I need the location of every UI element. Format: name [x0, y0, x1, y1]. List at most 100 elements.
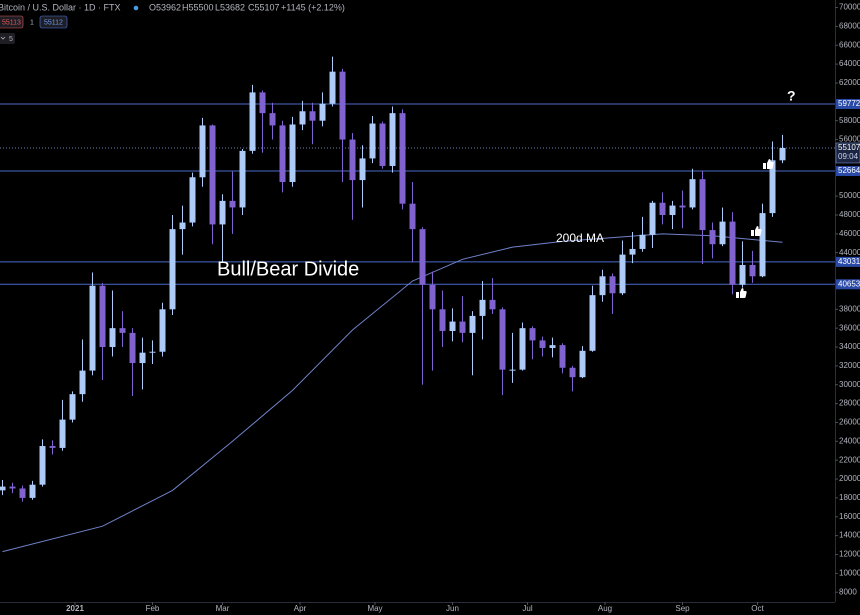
- indicator-count: 5: [9, 36, 13, 43]
- candle-body: [439, 309, 446, 331]
- candle-body: [99, 285, 106, 348]
- bid: 55113: [2, 19, 21, 26]
- ohlc-close: C55107: [248, 2, 280, 12]
- y-tick-label: 58000: [839, 116, 860, 125]
- candle-body: [89, 285, 96, 371]
- candle-body: [699, 179, 706, 231]
- y-tick-label: 48000: [839, 210, 860, 219]
- x-tick-label: Apr: [294, 604, 307, 613]
- candle-body: [749, 264, 756, 277]
- candle-body: [299, 111, 306, 125]
- candle-body: [19, 488, 26, 498]
- candle-body: [189, 177, 196, 223]
- y-tick-label: 62000: [839, 78, 860, 87]
- candle-body: [259, 92, 266, 114]
- bid-box[interactable]: [0, 15, 24, 29]
- candle-body: [549, 345, 556, 348]
- candle-body: [249, 92, 256, 151]
- countdown: 09:04: [838, 152, 859, 161]
- current-price-box: [835, 142, 860, 164]
- ohlc-change: +1145 (+2.12%): [281, 2, 345, 12]
- x-tick-label: Mar: [216, 604, 230, 613]
- y-tick-label: 44000: [839, 248, 860, 257]
- candle-body: [349, 139, 356, 181]
- level-label: 43031: [838, 257, 860, 266]
- candle-body: [279, 125, 286, 182]
- ohlc-low: L53682: [215, 2, 245, 12]
- x-tick-label: Jun: [446, 604, 459, 613]
- candle-body: [769, 160, 776, 214]
- candle-body: [329, 71, 336, 104]
- candle-body: [359, 158, 366, 181]
- indicator-toggle[interactable]: [0, 33, 15, 44]
- candle-body: [679, 205, 686, 208]
- caret-icon: [0, 36, 6, 40]
- ohlc-high: H55500: [182, 2, 214, 12]
- y-tick-label: 20000: [839, 474, 860, 483]
- candle-body: [339, 71, 346, 140]
- level-label: 40653: [838, 279, 860, 288]
- current-price-label: 55107: [838, 143, 860, 152]
- annotation-question: ?: [787, 88, 796, 104]
- y-tick-label: 28000: [839, 399, 860, 408]
- market-status: [133, 5, 139, 11]
- x-tick-label: May: [367, 604, 382, 613]
- symbol-title: Bitcoin / U.S. Dollar · 1D · FTX: [0, 2, 121, 12]
- candle-body: [159, 309, 166, 352]
- candle-body: [229, 200, 236, 208]
- spread: 1: [30, 19, 34, 26]
- candle-body: [219, 200, 226, 225]
- candle-body: [579, 350, 586, 378]
- candle-body: [289, 124, 296, 182]
- candle-body: [389, 113, 396, 166]
- candle-body: [209, 125, 216, 225]
- candle-body: [739, 264, 746, 285]
- candle-body: [599, 276, 606, 296]
- candle-body: [429, 284, 436, 310]
- candle-body: [309, 111, 316, 121]
- candle-body: [489, 299, 496, 310]
- y-tick-label: 8000: [839, 587, 857, 596]
- y-tick-label: 30000: [839, 380, 860, 389]
- axes: 8000 10000 12000 14000 16000 18000 20000 22000 2…: [66, 3, 860, 613]
- candle-body: [139, 352, 146, 364]
- candle-body: [419, 229, 426, 285]
- candle-body: [659, 202, 666, 215]
- y-tick-label: 64000: [839, 59, 860, 68]
- y-tick-label: 68000: [839, 22, 860, 31]
- y-tick-label: 66000: [839, 40, 860, 49]
- y-tick-label: 24000: [839, 436, 860, 445]
- thumbs-up: [736, 288, 747, 298]
- candle-body: [0, 486, 6, 491]
- y-tick-label: 34000: [839, 342, 860, 351]
- level-label-box: [836, 98, 860, 109]
- candle-body: [269, 113, 276, 126]
- annotation-text: Bull/Bear Divide: [217, 258, 359, 280]
- level-label: 52664: [838, 166, 860, 175]
- candle-body: [49, 446, 56, 448]
- y-tick-label: 46000: [839, 229, 860, 238]
- thumbs-up-icons: [736, 159, 774, 298]
- y-tick-label: 38000: [839, 304, 860, 313]
- thumbs-up: [751, 226, 762, 236]
- candle-body: [629, 248, 636, 255]
- candle-body: [539, 340, 546, 348]
- ohlc-open: O53962: [149, 2, 181, 12]
- candle-body: [369, 123, 376, 159]
- candle-body: [529, 328, 536, 341]
- y-tick-label: 22000: [839, 455, 860, 464]
- candle-body: [239, 150, 246, 208]
- candle-body: [619, 254, 626, 294]
- y-tick-label: 32000: [839, 361, 860, 370]
- candle-body: [719, 221, 726, 245]
- candle-body: [109, 328, 116, 348]
- ma-label: 200d MA: [556, 231, 604, 245]
- candle-body: [319, 103, 326, 121]
- candle-body: [9, 486, 16, 489]
- y-tick-label: 56000: [839, 135, 860, 144]
- y-tick-label: 14000: [839, 531, 860, 540]
- ask-box[interactable]: [39, 15, 68, 29]
- candle-body: [759, 213, 766, 277]
- candle-body: [569, 367, 576, 378]
